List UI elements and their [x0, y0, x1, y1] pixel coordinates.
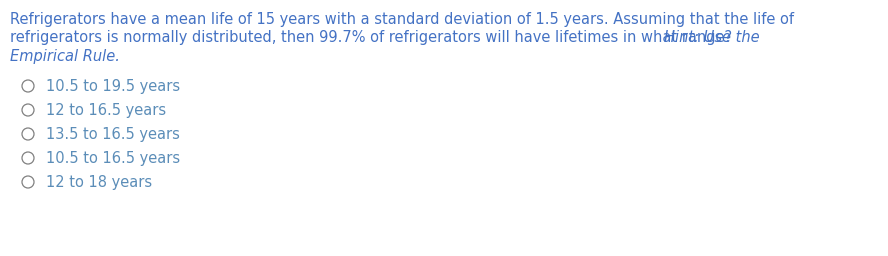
Text: 10.5 to 19.5 years: 10.5 to 19.5 years	[46, 79, 180, 93]
Text: 13.5 to 16.5 years: 13.5 to 16.5 years	[46, 126, 180, 142]
Text: refrigerators is normally distributed, then 99.7% of refrigerators will have lif: refrigerators is normally distributed, t…	[10, 30, 737, 45]
Text: Empirical Rule.: Empirical Rule.	[10, 49, 120, 64]
Text: 12 to 18 years: 12 to 18 years	[46, 175, 152, 189]
Text: Refrigerators have a mean life of 15 years with a standard deviation of 1.5 year: Refrigerators have a mean life of 15 yea…	[10, 12, 794, 27]
Text: Hint: Use the: Hint: Use the	[664, 30, 760, 45]
Text: 10.5 to 16.5 years: 10.5 to 16.5 years	[46, 151, 180, 165]
Text: 12 to 16.5 years: 12 to 16.5 years	[46, 102, 166, 118]
